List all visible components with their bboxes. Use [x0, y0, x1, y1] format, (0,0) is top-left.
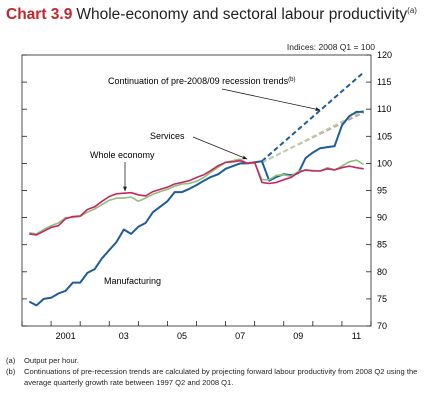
series-lines — [28, 110, 365, 307]
footnote-text: Output per hour. — [24, 356, 79, 365]
y-tick-label: 100 — [377, 158, 392, 168]
chart-title: Chart 3.9 Whole-economy and sectoral labo… — [6, 2, 420, 24]
trend-lines — [261, 71, 365, 164]
footnote-mark: (a) — [6, 356, 16, 365]
y-tick-label: 120 — [377, 50, 392, 60]
y-tick-label: 105 — [377, 131, 392, 141]
x-axis: 2001 03 05 07 09 11 — [21, 321, 372, 341]
plot-frame — [21, 54, 372, 327]
footnote-text: Continuations of pre-recession trends ar… — [24, 367, 418, 387]
footnote-b: (b) Continuations of pre-recession trends… — [6, 366, 421, 388]
chart-title-text: Whole-economy and sectoral labour produc… — [76, 6, 408, 24]
y-tick-label: 110 — [377, 104, 391, 114]
trend-annotation-arrow — [221, 88, 321, 111]
footnote-a: (a) Output per hour. — [6, 355, 421, 366]
y-tick-label: 85 — [377, 240, 387, 250]
services-annotation-arrow — [192, 136, 248, 160]
y-tick-label: 115 — [377, 77, 391, 87]
manufacturing-line — [28, 110, 364, 307]
title-footnote-ref: (a) — [407, 6, 417, 15]
y-tick-label: 70 — [377, 321, 387, 331]
footnote-mark: (b) — [6, 367, 16, 376]
x-tick-label: 2001 — [56, 331, 76, 341]
y-tick-label: 90 — [377, 213, 387, 223]
manufacturing-trend-line — [261, 71, 365, 162]
y-tick-label: 75 — [377, 294, 387, 304]
y-tick-label: 95 — [377, 186, 387, 196]
y-tick-label: 80 — [377, 267, 387, 277]
line-chart: 70 75 80 85 90 95 100 105 110 115 120 2001 03 05 07 09… — [21, 50, 392, 341]
services-annotation: Services — [150, 131, 185, 141]
annotations: Continuation of pre-2008/09 recession tr… — [90, 76, 321, 286]
x-tick-label: 09 — [293, 331, 303, 341]
units-label: Indices: 2008 Q1 = 100 — [286, 42, 375, 52]
x-tick-label: 05 — [177, 331, 187, 341]
x-tick-label: 03 — [119, 331, 129, 341]
manufacturing-annotation: Manufacturing — [104, 276, 161, 286]
chart-number: Chart 3.9 — [6, 6, 73, 24]
whole-economy-annotation: Whole economy — [90, 150, 155, 160]
trend-annotation: Continuation of pre-2008/09 recession tr… — [108, 76, 295, 86]
whole-economy-line — [29, 159, 364, 236]
footnotes: (a) Output per hour. (b) Continuations of … — [6, 355, 421, 388]
x-tick-label: 11 — [352, 331, 361, 341]
x-tick-label: 07 — [235, 331, 245, 341]
services-trend-line — [261, 109, 365, 164]
y-axis: 70 75 80 85 90 95 100 105 110 115 120 — [22, 50, 392, 331]
